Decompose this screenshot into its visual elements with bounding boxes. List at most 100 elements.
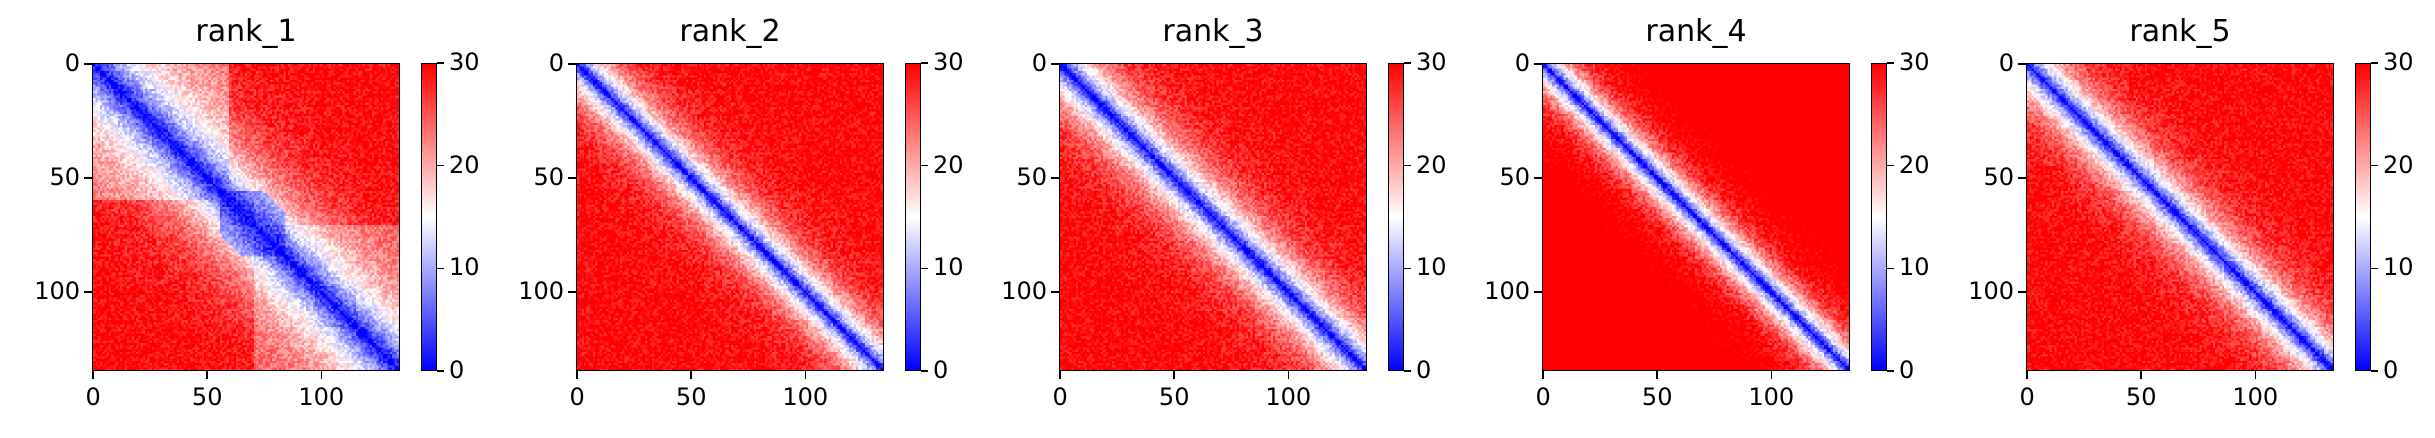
colorbar-tick-mark: [1887, 164, 1894, 167]
chart-title-2: rank_2: [679, 14, 781, 49]
y-tick-mark: [568, 177, 576, 179]
y-tick-mark: [568, 63, 576, 65]
x-tick-mark: [92, 371, 94, 379]
y-tick-mark: [1051, 177, 1059, 179]
x-tick-mark: [1542, 371, 1544, 379]
colorbar-tick-label: 20: [933, 150, 964, 179]
y-tick-label: 50: [1983, 163, 2014, 192]
colorbar-tick-mark: [921, 267, 928, 270]
colorbar-3: [1388, 63, 1404, 371]
x-tick-label: 0: [85, 383, 101, 411]
y-tick-mark: [84, 177, 92, 179]
x-tick-mark: [1059, 371, 1061, 379]
x-tick-mark: [690, 371, 692, 379]
colorbar-1: [421, 63, 437, 371]
y-tick-mark: [84, 63, 92, 65]
y-tick-label: 50: [533, 163, 564, 192]
colorbar-tick-label: 0: [449, 356, 465, 384]
x-tick-label: 0: [2019, 383, 2035, 411]
colorbar-tick-label: 20: [1416, 150, 1447, 179]
y-tick-mark: [1051, 291, 1059, 293]
heatmap-4: [1542, 63, 1850, 371]
x-tick-mark: [2254, 371, 2257, 379]
y-tick-label: 50: [1499, 163, 1530, 192]
colorbar-tick-mark: [437, 370, 444, 372]
y-tick-mark: [1534, 177, 1542, 179]
x-tick-mark: [2140, 371, 2142, 379]
y-tick-label: 0: [1998, 49, 2014, 78]
x-tick-label: 100: [1265, 383, 1312, 411]
colorbar-tick-mark: [921, 62, 928, 64]
y-tick-label: 0: [1514, 49, 1530, 78]
x-tick-label: 50: [2125, 383, 2157, 411]
colorbar-tick-label: 20: [1899, 150, 1930, 179]
colorbar-tick-label: 20: [2383, 150, 2414, 179]
x-tick-mark: [804, 371, 807, 379]
x-tick-label: 0: [1535, 383, 1551, 411]
x-tick-mark: [1287, 371, 1290, 379]
colorbar-tick-mark: [2371, 370, 2378, 372]
x-tick-label: 100: [782, 383, 829, 411]
y-tick-mark: [1534, 63, 1542, 65]
heatmap-cells-2: [577, 64, 883, 370]
colorbar-tick-label: 30: [2383, 48, 2414, 76]
x-tick-mark: [1173, 371, 1175, 379]
colorbar-4: [1871, 63, 1887, 371]
colorbar-tick-mark: [921, 164, 928, 167]
heatmap-2: [576, 63, 884, 371]
heatmap-5: [2026, 63, 2334, 371]
heatmap-cells-5: [2027, 64, 2333, 370]
x-tick-label: 100: [2232, 383, 2279, 411]
x-tick-label: 0: [569, 383, 585, 411]
y-tick-label: 0: [548, 49, 564, 78]
colorbar-tick-mark: [2371, 62, 2378, 64]
y-tick-mark: [1534, 291, 1542, 293]
x-tick-label: 0: [1052, 383, 1068, 411]
x-tick-mark: [206, 371, 208, 379]
x-tick-label: 50: [675, 383, 707, 411]
y-tick-label: 100: [34, 277, 80, 306]
colorbar-tick-mark: [1887, 370, 1894, 372]
chart-title-1: rank_1: [195, 14, 297, 49]
colorbar-5: [2355, 63, 2371, 371]
y-tick-mark: [568, 291, 576, 293]
x-tick-mark: [576, 371, 578, 379]
heatmap-1: [92, 63, 400, 371]
colorbar-tick-label: 30: [1416, 48, 1447, 76]
y-tick-mark: [2018, 177, 2026, 179]
colorbar-tick-mark: [2371, 164, 2378, 167]
y-tick-label: 100: [1484, 277, 1530, 306]
colorbar-tick-mark: [1887, 62, 1894, 64]
x-tick-label: 100: [1748, 383, 1795, 411]
colorbar-tick-label: 0: [1899, 356, 1915, 384]
colorbar-tick-label: 10: [2383, 253, 2414, 282]
y-tick-mark: [2018, 291, 2026, 293]
x-tick-mark: [1770, 371, 1773, 379]
colorbar-tick-label: 0: [933, 356, 949, 384]
colorbar-tick-label: 10: [933, 253, 964, 282]
colorbar-tick-label: 0: [2383, 356, 2399, 384]
chart-title-3: rank_3: [1162, 14, 1264, 49]
colorbar-tick-mark: [921, 370, 928, 372]
heatmap-cells-3: [1060, 64, 1366, 370]
x-tick-label: 100: [298, 383, 345, 411]
y-tick-label: 100: [1001, 277, 1047, 306]
heatmap-cells-1: [93, 64, 399, 370]
y-tick-mark: [2018, 63, 2026, 65]
colorbar-tick-mark: [437, 62, 444, 64]
colorbar-tick-mark: [2371, 267, 2378, 270]
colorbar-tick-mark: [437, 164, 444, 167]
heatmap-3: [1059, 63, 1367, 371]
y-tick-label: 100: [1968, 277, 2014, 306]
colorbar-tick-label: 30: [449, 48, 480, 76]
colorbar-tick-mark: [1404, 62, 1411, 64]
colorbar-tick-label: 10: [449, 253, 480, 282]
x-tick-mark: [1656, 371, 1658, 379]
x-tick-label: 50: [191, 383, 223, 411]
heatmap-cells-4: [1543, 64, 1849, 370]
colorbar-2: [905, 63, 921, 371]
x-tick-label: 50: [1641, 383, 1673, 411]
x-tick-label: 50: [1158, 383, 1190, 411]
colorbar-tick-mark: [1404, 164, 1411, 167]
